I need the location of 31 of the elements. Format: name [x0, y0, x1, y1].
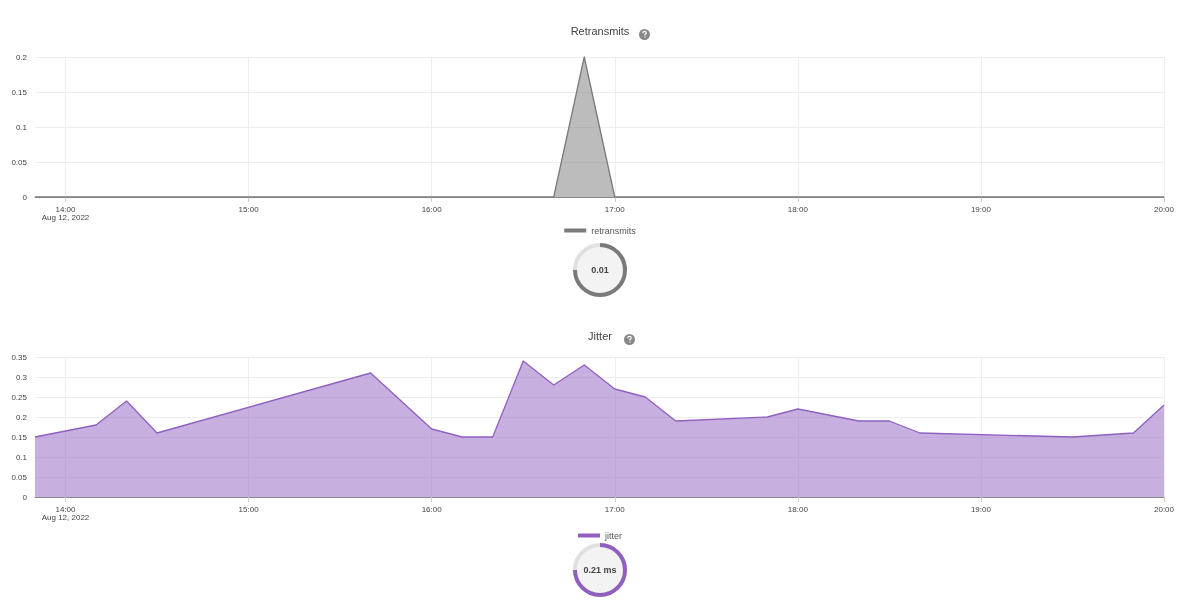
y-tick-label: 0.35: [11, 352, 28, 362]
x-tick-label: 16:00: [421, 204, 443, 214]
y-tick-label: 0.15: [11, 87, 28, 97]
legend-label: jitter: [604, 530, 623, 541]
y-tick-label: 0: [22, 192, 28, 202]
x-tick-label: 14:00 Aug 12, 2022: [41, 504, 90, 522]
x-tick-label: 19:00: [970, 204, 992, 214]
y-tick-label: 0: [22, 492, 28, 502]
y-tick-label: 0.25: [11, 392, 28, 402]
x-tick-label: 16:00: [421, 504, 443, 514]
y-tick-label: 0.2: [15, 52, 28, 62]
y-tick-label: 0.05: [11, 157, 28, 167]
chart-title: Jitter: [588, 329, 613, 342]
x-tick-label: 20:00: [1153, 204, 1175, 214]
x-tick-label: 17:00: [604, 204, 626, 214]
x-tick-label: 15:00: [238, 504, 260, 514]
x-tick-label: 17:00: [604, 504, 626, 514]
x-tick-label: 18:00: [787, 204, 809, 214]
x-tick-label: 19:00: [970, 504, 992, 514]
legend-label: retransmits: [591, 225, 637, 236]
y-tick-label: 0.15: [11, 432, 28, 442]
y-tick-label: 0.3: [15, 372, 28, 382]
x-tick-label: 20:00: [1153, 504, 1175, 514]
y-tick-label: 0.05: [11, 472, 28, 482]
chart-title: Retransmits: [570, 24, 630, 37]
y-tick-label: 0.1: [15, 452, 28, 462]
x-tick-label: 14:00 Aug 12, 2022: [41, 204, 90, 222]
y-tick-label: 0.2: [15, 412, 28, 422]
x-tick-label: 15:00: [238, 204, 260, 214]
y-tick-label: 0.1: [15, 122, 28, 132]
x-tick-label: 18:00: [787, 504, 809, 514]
